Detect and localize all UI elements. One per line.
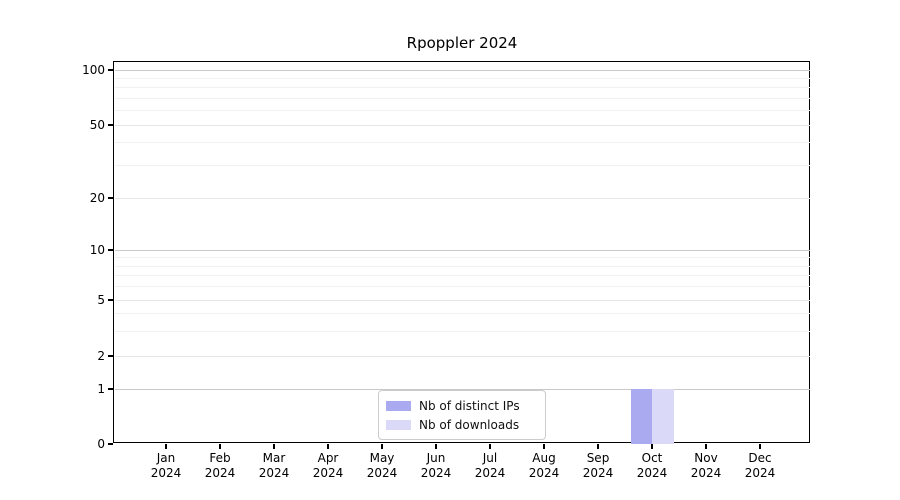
x-tick-mark xyxy=(381,444,383,449)
legend-swatch-downloads xyxy=(386,419,411,430)
legend-entry-distinct-ips: Nb of distinct IPs xyxy=(386,396,537,415)
x-tick-year: 2024 xyxy=(474,466,506,480)
y-tick-mark xyxy=(108,355,113,357)
y-tick-mark xyxy=(108,388,113,390)
x-tick-label: Nov 2024 xyxy=(676,451,736,481)
x-tick-mark xyxy=(543,444,545,449)
y-tick-mark xyxy=(108,249,113,251)
x-tick-year: 2024 xyxy=(312,466,344,480)
bar-distinct-ips xyxy=(630,389,652,444)
y-tick-label: 50 xyxy=(89,118,105,132)
y-tick-label: 5 xyxy=(97,293,105,307)
x-tick-mark xyxy=(165,444,167,449)
x-tick-mark xyxy=(219,444,221,449)
x-tick-mark xyxy=(705,444,707,449)
x-tick-year: 2024 xyxy=(744,466,776,480)
minor-gridline xyxy=(115,275,810,277)
x-tick-mark xyxy=(759,444,761,449)
x-tick-year: 2024 xyxy=(636,466,668,480)
y-tick-label: 1 xyxy=(97,382,105,396)
x-tick-mark xyxy=(435,444,437,449)
minor-gridline xyxy=(115,110,810,112)
x-tick-year: 2024 xyxy=(150,466,182,480)
x-tick-mark xyxy=(327,444,329,449)
x-tick-label: Sep 2024 xyxy=(568,451,628,481)
minor-gridline xyxy=(115,77,810,79)
minor-gridline xyxy=(115,165,810,167)
y-tick-label: 100 xyxy=(82,63,105,77)
y-tick-label: 20 xyxy=(89,191,105,205)
y-tick-mark xyxy=(108,443,113,445)
x-tick-mark xyxy=(489,444,491,449)
legend-label-downloads: Nb of downloads xyxy=(419,417,520,432)
x-tick-year: 2024 xyxy=(582,466,614,480)
x-tick-year: 2024 xyxy=(528,466,560,480)
x-tick-year: 2024 xyxy=(366,466,398,480)
x-tick-label: Dec 2024 xyxy=(730,451,790,481)
legend-label-distinct-ips: Nb of distinct IPs xyxy=(419,398,520,413)
major-gridline xyxy=(115,197,810,199)
minor-gridline xyxy=(115,97,810,99)
minor-gridline xyxy=(115,265,810,267)
major-gridline xyxy=(115,355,810,357)
x-tick-label: May 2024 xyxy=(352,451,412,481)
x-tick-label: Feb 2024 xyxy=(190,451,250,481)
x-tick-label: Jul 2024 xyxy=(460,451,520,481)
x-tick-year: 2024 xyxy=(420,466,452,480)
x-tick-year: 2024 xyxy=(204,466,236,480)
y-tick-label: 2 xyxy=(97,349,105,363)
x-tick-label: Jun 2024 xyxy=(406,451,466,481)
major-gridline xyxy=(115,299,810,301)
minor-gridline xyxy=(115,142,810,144)
x-tick-label: Mar 2024 xyxy=(244,451,304,481)
y-tick-mark xyxy=(108,69,113,71)
x-tick-year: 2024 xyxy=(258,466,290,480)
minor-gridline xyxy=(115,286,810,288)
major-gridline xyxy=(115,124,810,126)
y-tick-label: 10 xyxy=(89,243,105,257)
x-tick-mark xyxy=(273,444,275,449)
legend-swatch-distinct-ips xyxy=(386,400,411,411)
x-tick-mark xyxy=(597,444,599,449)
legend: Nb of distinct IPs Nb of downloads xyxy=(378,390,546,440)
x-tick-label: Jan 2024 xyxy=(136,451,196,481)
plot-area xyxy=(113,61,810,443)
minor-gridline xyxy=(115,257,810,259)
minor-gridline xyxy=(115,87,810,89)
legend-entry-downloads: Nb of downloads xyxy=(386,415,537,434)
y-tick-mark xyxy=(108,124,113,126)
x-tick-label: Apr 2024 xyxy=(298,451,358,481)
x-tick-label: Aug 2024 xyxy=(514,451,574,481)
y-tick-label: 0 xyxy=(97,437,105,451)
x-tick-year: 2024 xyxy=(690,466,722,480)
bar-downloads xyxy=(652,389,674,444)
major-gridline xyxy=(115,249,810,251)
minor-gridline xyxy=(115,313,810,315)
minor-gridline xyxy=(115,330,810,332)
chart-title: Rpoppler 2024 xyxy=(406,34,518,52)
y-tick-mark xyxy=(108,299,113,301)
major-gridline xyxy=(115,388,810,390)
x-tick-label: Oct 2024 xyxy=(622,451,682,481)
y-tick-mark xyxy=(108,197,113,199)
major-gridline xyxy=(115,69,810,71)
x-tick-mark xyxy=(651,444,653,449)
